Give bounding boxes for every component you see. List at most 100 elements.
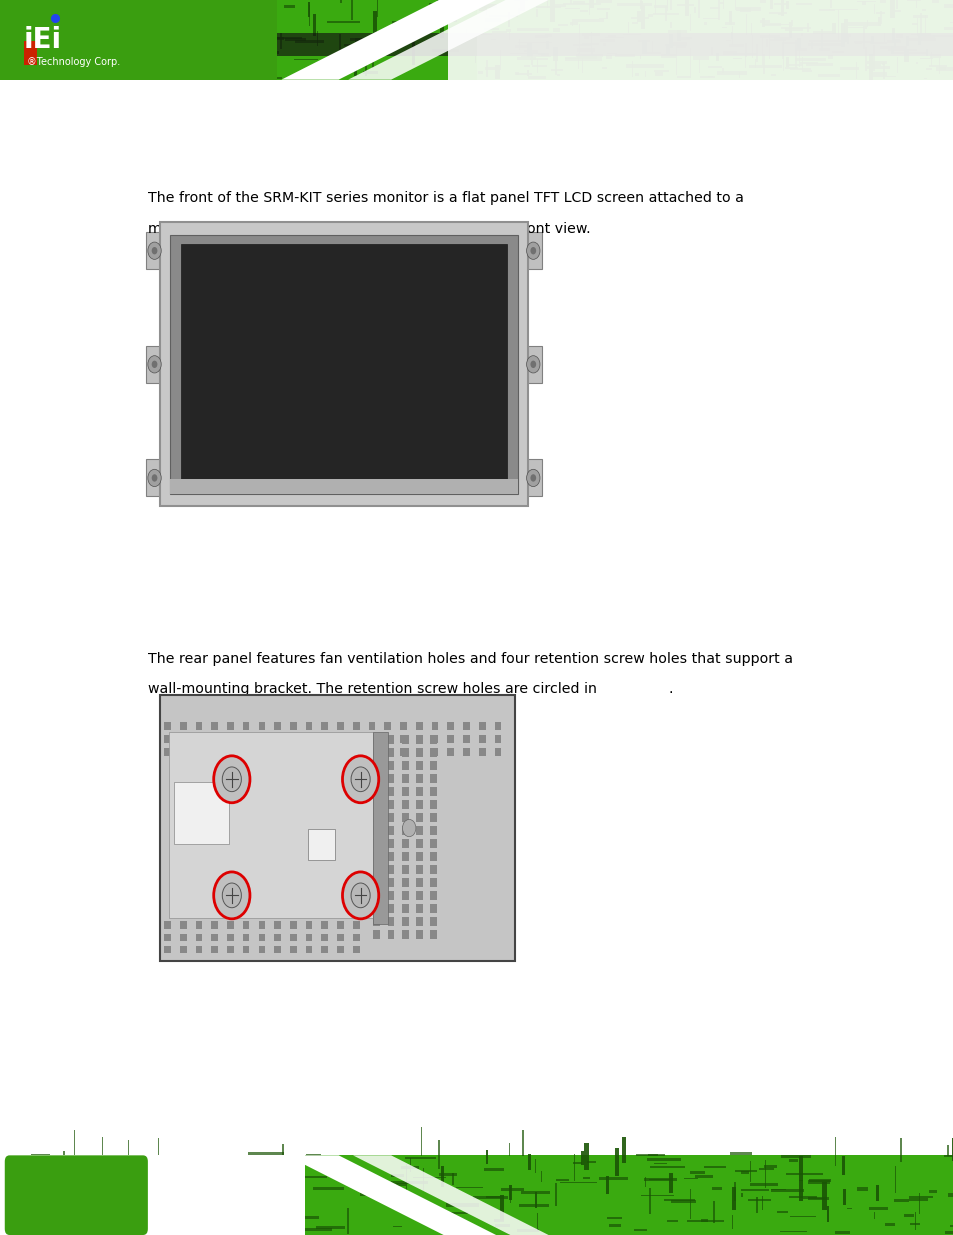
Bar — [89, 69, 98, 72]
Bar — [401, 866, 408, 874]
Bar — [259, 16, 261, 33]
Bar — [759, 35, 780, 38]
Bar — [581, 56, 597, 59]
Bar — [670, 1200, 696, 1203]
Bar — [469, 0, 472, 10]
Bar — [951, 1137, 953, 1161]
Bar — [807, 43, 841, 46]
Bar — [894, 38, 899, 42]
Bar — [781, 42, 800, 44]
Bar — [834, 1231, 850, 1234]
Bar — [636, 1153, 664, 1156]
Bar — [208, 1184, 210, 1199]
Bar — [447, 748, 454, 756]
Bar — [131, 51, 146, 52]
Bar — [641, 40, 646, 53]
Bar — [526, 69, 528, 75]
Bar — [0, 1156, 305, 1235]
Bar — [546, 42, 548, 49]
Bar — [168, 1168, 169, 1191]
Bar — [227, 735, 233, 742]
Bar — [94, 25, 110, 28]
Bar — [669, 1173, 672, 1193]
Bar — [668, 35, 673, 48]
Bar — [785, 57, 788, 67]
Bar — [213, 31, 224, 33]
Bar — [387, 930, 394, 939]
Bar — [654, 73, 662, 75]
Bar — [692, 56, 708, 59]
Bar — [768, 12, 786, 14]
Bar — [899, 1139, 901, 1162]
Bar — [170, 235, 517, 494]
Bar — [764, 1161, 765, 1188]
Bar — [290, 934, 296, 941]
Bar — [920, 14, 921, 41]
Bar — [908, 1223, 920, 1225]
Bar — [868, 54, 872, 79]
Bar — [770, 1189, 803, 1192]
Bar — [638, 40, 649, 42]
Bar — [923, 15, 925, 37]
Bar — [337, 748, 343, 756]
Bar — [353, 735, 359, 742]
Bar — [229, 9, 231, 21]
Bar — [876, 11, 883, 14]
Bar — [654, 0, 656, 15]
Bar — [499, 1194, 504, 1221]
Bar — [572, 1162, 581, 1163]
Bar — [788, 1195, 816, 1198]
Bar — [761, 37, 762, 65]
Bar — [755, 1197, 757, 1214]
Bar — [895, 35, 902, 37]
Bar — [750, 23, 752, 35]
Bar — [376, 0, 378, 17]
Bar — [399, 735, 406, 742]
Bar — [889, 4, 891, 11]
Bar — [387, 788, 394, 797]
Bar — [384, 722, 391, 730]
Bar — [476, 0, 953, 80]
Bar — [290, 1177, 326, 1178]
Bar — [677, 75, 690, 78]
Bar — [527, 1153, 530, 1171]
Bar — [478, 7, 487, 11]
Bar — [944, 1231, 953, 1235]
Bar — [825, 1205, 828, 1223]
Bar — [644, 52, 660, 54]
Bar — [908, 1198, 927, 1200]
Bar — [666, 1220, 678, 1223]
Bar — [813, 31, 831, 33]
Bar — [9, 1176, 10, 1202]
Bar — [946, 1145, 948, 1156]
Bar — [295, 1216, 318, 1219]
Bar — [866, 61, 886, 64]
Bar — [605, 12, 608, 20]
Bar — [274, 735, 280, 742]
Bar — [509, 1184, 512, 1199]
Bar — [614, 53, 635, 57]
Bar — [373, 774, 379, 783]
Bar — [430, 840, 436, 847]
Bar — [179, 946, 186, 953]
Bar — [639, 0, 640, 9]
Bar — [518, 1204, 548, 1207]
Bar — [846, 1208, 851, 1209]
Bar — [909, 33, 923, 36]
Bar — [677, 30, 680, 41]
Bar — [337, 921, 343, 929]
Bar — [555, 1183, 556, 1207]
Bar — [614, 1149, 618, 1176]
Bar — [40, 1202, 64, 1204]
Bar — [515, 72, 518, 75]
Bar — [62, 36, 66, 58]
Bar — [743, 64, 745, 68]
Bar — [102, 1137, 103, 1166]
Bar — [294, 41, 324, 43]
Bar — [880, 11, 882, 23]
Bar — [748, 65, 781, 68]
Circle shape — [530, 361, 536, 368]
Bar — [368, 735, 375, 742]
Bar — [509, 1187, 511, 1203]
Bar — [740, 1171, 748, 1174]
